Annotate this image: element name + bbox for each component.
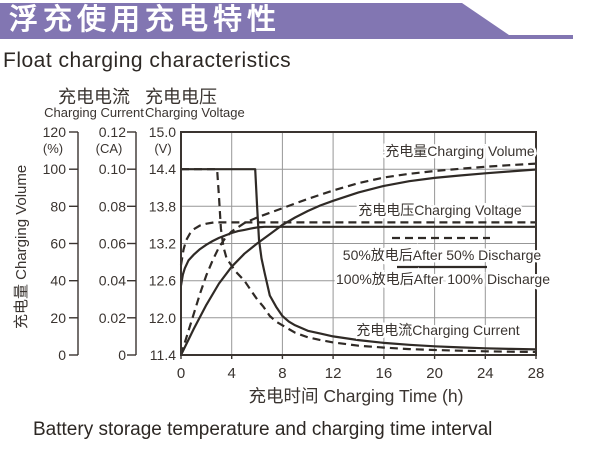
voltage-axis-title-zh: 充电电压 [145,87,217,107]
chart-labels: 充电电流 Charging Current 充电电压 Charging Volt… [13,87,553,406]
x-tick-label: 16 [376,365,393,382]
volume-tick-label: 20 [50,310,66,326]
x-tick-label: 8 [278,365,286,382]
current-axis-title-zh: 充电电流 [58,87,130,107]
current-tick-label: 0.06 [99,236,126,252]
current-tick-label: 0.12 [99,124,126,140]
x-tick-label: 4 [228,365,236,382]
voltage-tick-label: 13.2 [149,236,176,252]
volume-tick-label: 120 [43,124,67,140]
voltage-tick-label: 12.6 [149,273,176,289]
current-tick-label: 0.08 [99,198,126,214]
volume-axis-label: 充电量 Charging Volume [13,165,30,329]
x-tick-label: 24 [477,365,494,382]
plot-area: 120100806040200(%)0.120.100.080.060.040.… [43,124,545,382]
volume-tick-label: 0 [58,347,66,363]
legend-label-100-discharge: 100%放电后After 100% Discharge [336,271,550,287]
current-tick-label: 0.02 [99,310,126,326]
volume-tick-label: 100 [43,161,67,177]
series-volume-100 [180,168,537,356]
page-title-zh: 浮充使用充电特性 [9,4,282,36]
current-unit-label: (CA) [96,141,123,156]
volume-tick-label: 80 [50,198,66,214]
current-tick-label: 0 [118,347,126,363]
series-volume-50 [179,162,537,356]
current-tick-label: 0.04 [99,273,126,289]
x-axis-label: 充电时间 Charging Time (h) [249,386,464,406]
legend-label-50-discharge: 50%放电后After 50% Discharge [343,247,542,263]
volume-tick-label: 40 [50,273,66,289]
voltage-tick-label: 15.0 [149,124,176,140]
x-tick-label: 12 [325,365,342,382]
current-tick-label: 0.10 [99,161,126,177]
series-voltage-50 [179,221,536,266]
plot-border [180,131,537,356]
series-current-50 [181,168,537,354]
annotation-charging-volume: 充电量Charging Volume [385,143,535,159]
annotation-charging-voltage: 充电电压Charging Voltage [358,202,522,218]
x-tick-label: 20 [426,365,443,382]
annotation-charging-current: 充电电流Charging Current [356,322,519,338]
footer-caption: Battery storage temperature and charging… [33,419,493,440]
voltage-axis-title-en: Charging Voltage [145,105,245,120]
volume-tick-label: 60 [50,236,66,252]
voltage-tick-label: 14.4 [149,161,176,177]
voltage-tick-label: 13.8 [149,198,176,214]
voltage-unit-label: (V) [154,141,171,156]
volume-unit-label: (%) [43,141,63,156]
x-tick-label: 0 [177,365,185,382]
current-axis-title-en: Charging Current [44,105,144,120]
page-title-en: Float charging characteristics [3,49,292,72]
voltage-tick-label: 11.4 [150,347,176,363]
series-current-100 [181,168,537,351]
voltage-tick-label: 12.0 [149,310,176,326]
x-tick-label: 28 [528,365,545,382]
series-voltage-100 [179,225,536,286]
